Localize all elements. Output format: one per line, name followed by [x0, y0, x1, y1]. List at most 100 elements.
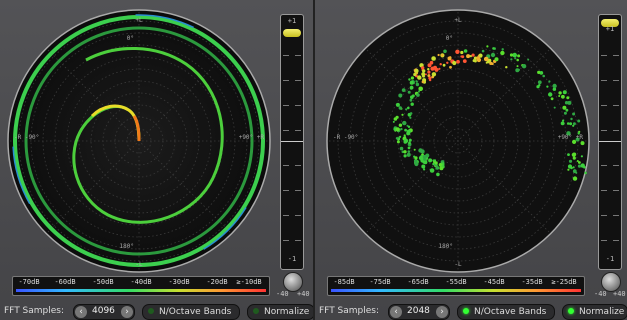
meter-tick: [295, 55, 301, 56]
scatter-point: [406, 129, 411, 134]
range-knob[interactable]: [283, 272, 303, 292]
chevron-right-icon[interactable]: ›: [436, 306, 448, 318]
scatter-point: [569, 122, 573, 126]
meter-label-bottom: -1: [287, 255, 297, 263]
scatter-point: [501, 48, 504, 51]
scatter-point: [572, 112, 576, 116]
scatter-point: [413, 72, 417, 77]
polar-label-bottom: -L: [135, 261, 143, 268]
meter-tick: [601, 55, 607, 56]
octave-bands-toggle[interactable]: N/Octave Bands: [457, 304, 555, 320]
led-indicator-icon: [253, 307, 259, 314]
scatter-point: [548, 80, 551, 83]
meter-handle[interactable]: [601, 19, 619, 27]
scatter-point: [392, 120, 395, 123]
scatter-point: [516, 58, 519, 62]
scatter-point: [517, 54, 521, 58]
led-indicator-icon: [463, 307, 469, 314]
scatter-point: [427, 70, 431, 74]
scatter-point: [422, 69, 426, 73]
fft-samples-spinner[interactable]: ‹ 4096 ›: [73, 304, 135, 320]
range-knob[interactable]: [601, 272, 621, 292]
scatter-point: [471, 53, 475, 57]
scatter-point: [546, 85, 549, 88]
scatter-point: [449, 65, 452, 69]
meter-tick: [613, 215, 619, 216]
scatter-point: [423, 168, 426, 171]
scatter-point: [416, 93, 420, 97]
scatter-point: [516, 65, 519, 68]
scatter-point: [400, 127, 403, 131]
chevron-left-icon[interactable]: ‹: [75, 306, 87, 318]
scatter-point: [494, 57, 499, 62]
scatter-point: [405, 108, 408, 111]
scatter-point: [548, 92, 553, 97]
scatter-point: [439, 166, 444, 171]
scatter-point: [567, 153, 570, 157]
meter-label-bottom: -1: [605, 255, 615, 263]
scatter-point: [572, 166, 575, 169]
scatter-point: [572, 156, 576, 160]
scatter-point: [406, 124, 409, 127]
meter-tick: [295, 240, 301, 241]
scatter-point: [414, 69, 419, 73]
scatter-point: [514, 57, 517, 60]
scatter-point: [577, 132, 580, 135]
meter-handle[interactable]: [283, 29, 301, 37]
scale-label: -35dB: [521, 278, 543, 286]
scatter-point: [476, 56, 481, 61]
scatter-point: [521, 64, 527, 69]
scatter-point: [408, 141, 411, 144]
scatter-point: [440, 54, 444, 57]
db-color-scale: -70dB -60dB -50dB -40dB -30dB -20dB ≥-10…: [12, 276, 270, 296]
normalize-toggle[interactable]: Normalize: [247, 304, 315, 320]
scatter-point: [485, 61, 488, 64]
scatter-point: [568, 159, 573, 163]
scatter-point: [463, 49, 468, 53]
scatter-point: [422, 154, 427, 159]
scatter-point: [575, 137, 580, 142]
normalize-label: Normalize: [579, 307, 625, 317]
meter-tick: [283, 190, 289, 191]
fft-samples-label: FFT Samples:: [319, 306, 380, 316]
scatter-point: [566, 96, 570, 100]
scatter-point: [492, 47, 495, 50]
scatter-point: [429, 60, 434, 65]
scatter-point: [469, 55, 472, 58]
scale-label: -85dB: [333, 278, 355, 286]
fft-samples-spinner[interactable]: ‹ 2048 ›: [388, 304, 450, 320]
scatter-point: [421, 80, 425, 84]
scatter-point: [424, 73, 427, 76]
scale-label: -65dB: [407, 278, 429, 286]
scatter-point: [410, 95, 414, 99]
fft-samples-label: FFT Samples:: [4, 306, 65, 316]
scatter-point: [462, 59, 467, 63]
scale-label: -70dB: [18, 278, 40, 286]
scatter-point: [431, 72, 437, 77]
scatter-point: [407, 106, 410, 110]
scatter-point: [452, 60, 457, 66]
scatter-point: [415, 80, 418, 83]
scatter-point: [566, 131, 571, 136]
meter-tick: [295, 80, 301, 81]
scatter-point: [439, 63, 442, 66]
octave-bands-label: N/Octave Bands: [474, 307, 547, 317]
meter-tick: [283, 215, 289, 216]
scale-label: -60dB: [54, 278, 76, 286]
chevron-right-icon[interactable]: ›: [121, 306, 133, 318]
meter-tick: [613, 165, 619, 166]
scatter-point: [409, 80, 414, 85]
scale-label: -30dB: [168, 278, 190, 286]
bottom-toolbar: FFT Samples: ‹ 4096 › N/Octave Bands Nor…: [0, 302, 315, 320]
bottom-toolbar: FFT Samples: ‹ 2048 › N/Octave Bands Nor…: [315, 302, 627, 320]
scatter-point: [478, 53, 483, 58]
scatter-point: [410, 102, 414, 106]
scatter-point: [403, 150, 407, 154]
octave-bands-toggle[interactable]: N/Octave Bands: [142, 304, 240, 320]
polar-label-right: +90° +R: [558, 134, 584, 141]
scatter-point: [428, 76, 432, 80]
normalize-toggle[interactable]: Normalize: [562, 304, 627, 320]
scatter-point: [570, 117, 573, 121]
chevron-left-icon[interactable]: ‹: [390, 306, 402, 318]
scatter-point: [408, 138, 412, 142]
